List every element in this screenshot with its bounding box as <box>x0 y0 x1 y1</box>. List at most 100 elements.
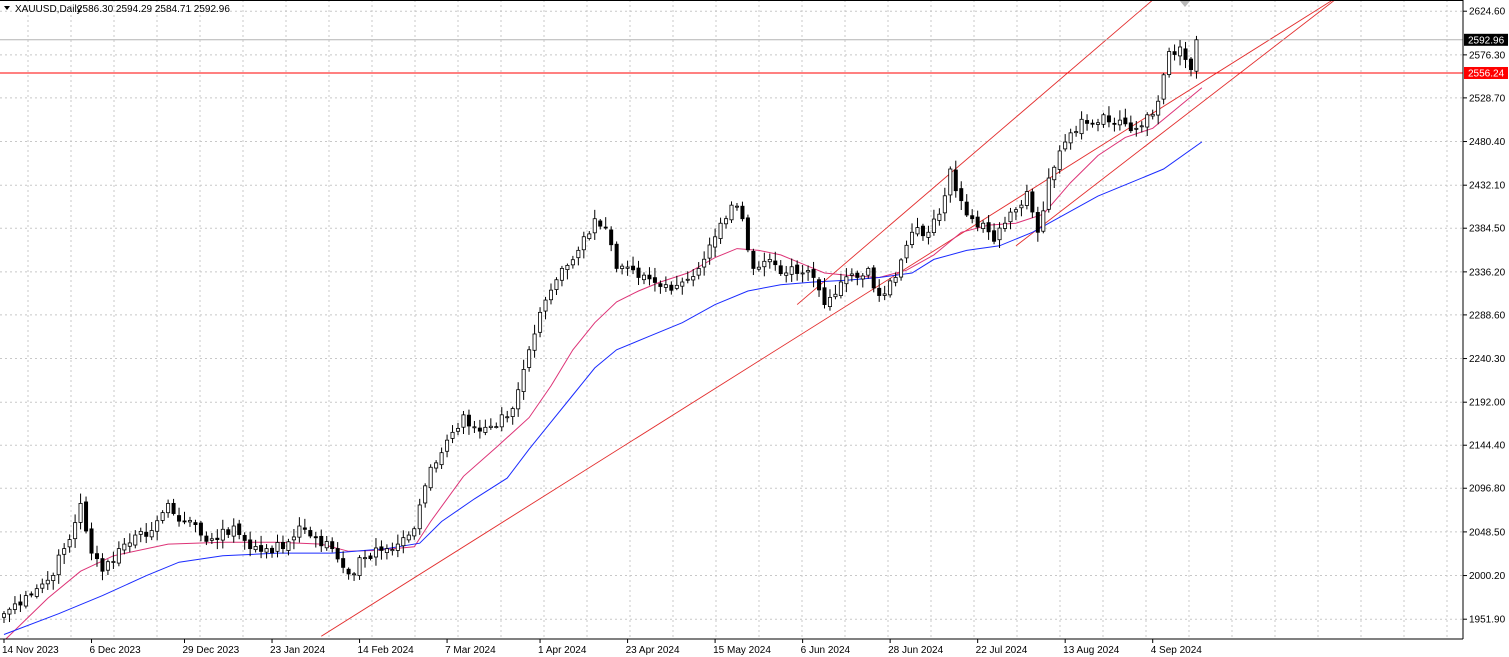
candle <box>724 215 729 229</box>
candle-body-bear <box>204 535 209 542</box>
candle <box>510 406 515 425</box>
candle <box>1194 35 1199 79</box>
candle-body-bear <box>811 269 816 278</box>
x-tick-label: 23 Jan 2024 <box>270 645 325 656</box>
candle-body-bull <box>417 504 422 530</box>
candle <box>915 217 920 237</box>
candle-body-bull <box>209 538 214 541</box>
candle-body-bull <box>105 561 110 571</box>
candle-body-bull <box>702 258 707 268</box>
candle <box>592 209 597 240</box>
candle-body-bull <box>718 222 723 239</box>
candle-body-bull <box>220 528 225 541</box>
candle <box>959 181 964 211</box>
candle <box>494 422 499 429</box>
candle <box>177 507 182 527</box>
candle <box>253 539 258 553</box>
candle-body-bull <box>401 537 406 547</box>
candle <box>160 510 165 524</box>
candle-body-bear <box>477 427 482 432</box>
candle <box>226 527 231 538</box>
candle-body-bear <box>1106 115 1111 123</box>
candle-body-bear <box>636 267 641 278</box>
candle <box>23 590 28 609</box>
candle <box>346 567 351 580</box>
candle <box>581 231 586 259</box>
candle-body-bull <box>23 595 28 607</box>
candle-body-bull <box>570 259 575 266</box>
candle-body-bull <box>51 575 56 582</box>
candle-body-bear <box>822 287 827 305</box>
candle-body-bull <box>882 293 887 296</box>
candle <box>778 260 783 276</box>
candle <box>1172 44 1177 61</box>
candle <box>67 534 72 553</box>
candle-body-bear <box>871 267 876 289</box>
candle-body-bull <box>521 369 526 393</box>
candle <box>204 531 209 546</box>
candle-body-bear <box>986 222 991 233</box>
x-tick-label: 29 Dec 2023 <box>183 645 240 656</box>
candle-body-bull <box>576 249 581 259</box>
trendline <box>321 0 1334 637</box>
candle-body-bull <box>1046 177 1051 210</box>
candle-body-bull <box>12 603 17 610</box>
candle-body-bull <box>931 218 936 234</box>
candle <box>182 511 187 525</box>
candle <box>1188 57 1193 77</box>
candle <box>745 214 750 253</box>
candle <box>784 265 789 283</box>
candle <box>729 201 734 223</box>
candle <box>384 544 389 560</box>
candle <box>570 255 575 269</box>
candle <box>1003 216 1008 232</box>
candle <box>84 496 89 534</box>
candle-body-bear <box>1035 212 1040 233</box>
candle <box>187 516 192 527</box>
candle-body-bear <box>609 229 614 246</box>
y-tick-label: 2144.40 <box>1469 441 1506 452</box>
candle-body-bull <box>784 272 789 276</box>
candle-body-bull <box>915 227 920 235</box>
candle-body-bull <box>472 426 477 429</box>
symbol-dropdown-icon[interactable] <box>4 6 10 10</box>
candle <box>986 215 991 240</box>
grid <box>0 0 1463 639</box>
candle-body-bear <box>226 529 231 535</box>
chart-shift-marker-icon[interactable] <box>1180 1 1190 7</box>
candle <box>1030 188 1035 218</box>
candle <box>734 203 739 211</box>
candle <box>1101 112 1106 128</box>
candle <box>34 584 39 599</box>
candle-body-bear <box>855 272 860 278</box>
candle <box>538 307 543 338</box>
candle-body-bull <box>494 426 499 429</box>
candle <box>576 246 581 266</box>
candle-body-bull <box>352 573 357 576</box>
candle <box>368 552 373 561</box>
candle-body-bull <box>111 561 116 563</box>
candle <box>625 260 630 276</box>
candle <box>899 258 904 281</box>
candle <box>1008 207 1013 230</box>
candle-body-bear <box>341 558 346 568</box>
candle-body-bull <box>1194 39 1199 72</box>
candle <box>696 262 701 280</box>
candle-body-bear <box>237 523 242 535</box>
candle-body-bull <box>888 280 893 296</box>
candle-body-bear <box>1123 117 1128 125</box>
candle <box>488 418 493 430</box>
candle <box>871 265 876 293</box>
x-tick-label: 6 Jun 2024 <box>801 645 851 656</box>
candle <box>89 522 94 561</box>
candle <box>1068 128 1073 150</box>
candle-body-bull <box>592 218 597 234</box>
candle-body-bear <box>740 205 745 220</box>
candle-body-bear <box>877 287 882 296</box>
candle <box>920 223 925 241</box>
candle-body-bull <box>827 297 832 307</box>
candle <box>116 541 121 567</box>
